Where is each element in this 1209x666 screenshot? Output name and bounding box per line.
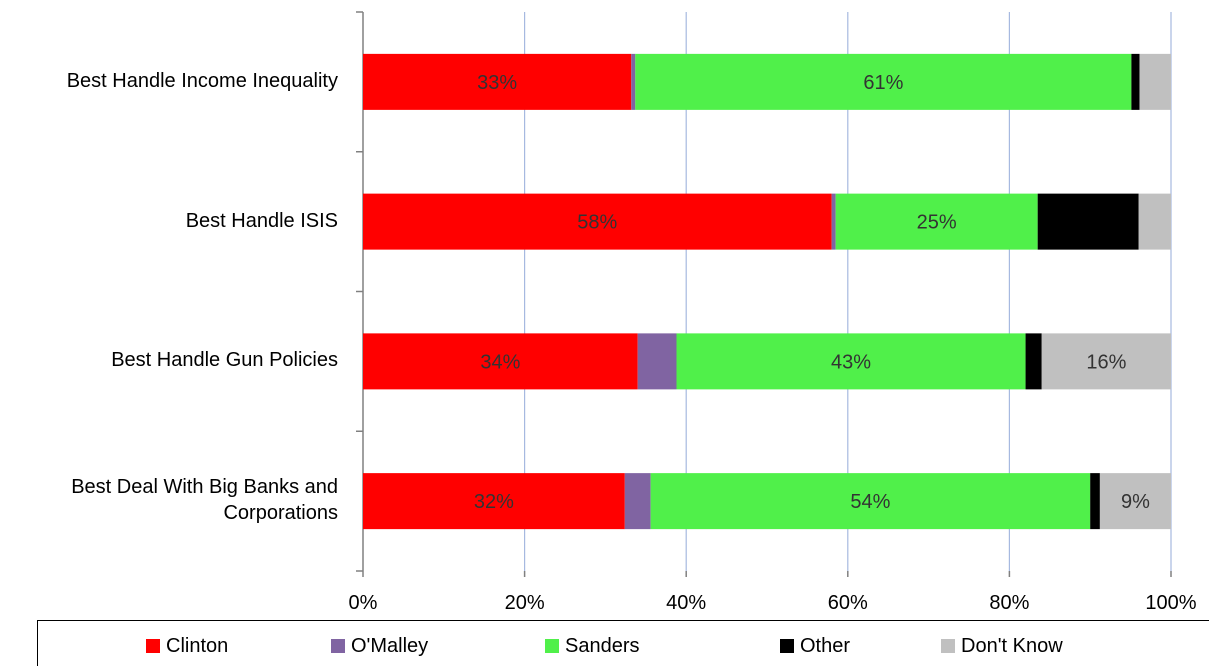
bar-segment xyxy=(637,333,677,390)
data-label: 25% xyxy=(917,212,957,234)
bar-segment xyxy=(1090,473,1100,530)
x-tick-label: 20% xyxy=(504,592,545,614)
x-tick-label: 60% xyxy=(827,592,868,614)
category-label: Best Handle Income Inequality xyxy=(0,68,338,94)
x-tick-label: 80% xyxy=(989,592,1030,614)
category-label: Best Handle ISIS xyxy=(0,208,338,234)
legend-label: Sanders xyxy=(565,634,640,657)
legend-item: Clinton xyxy=(146,635,228,657)
bar-segment xyxy=(1131,53,1140,110)
data-label: 58% xyxy=(577,212,617,234)
legend-swatch xyxy=(331,639,345,653)
legend-item: Other xyxy=(780,635,850,657)
bar-segment xyxy=(1025,333,1042,390)
bar-segment xyxy=(624,473,651,530)
category-label-line: Best Handle Income Inequality xyxy=(66,69,338,92)
bar-segment xyxy=(363,193,832,250)
legend-swatch xyxy=(545,639,559,653)
category-label-line: Best Handle ISIS xyxy=(185,209,338,232)
legend-label: Don't Know xyxy=(961,634,1063,657)
bar-segment xyxy=(363,473,625,530)
legend-item: O'Malley xyxy=(331,635,428,657)
x-tick-label: 100% xyxy=(1145,592,1197,614)
x-tick-label: 0% xyxy=(348,592,378,614)
legend-swatch xyxy=(941,639,955,653)
bar-segment xyxy=(1037,193,1139,250)
bar-segment xyxy=(1041,333,1171,390)
data-label: 16% xyxy=(1086,351,1126,373)
legend-item: Sanders xyxy=(545,635,640,657)
bar-segment xyxy=(631,53,636,110)
bar-segment xyxy=(831,193,836,250)
data-label: 9% xyxy=(1121,491,1150,513)
legend-item: Don't Know xyxy=(941,635,1063,657)
category-label-line: Corporations xyxy=(223,502,338,525)
bar-segment xyxy=(835,193,1038,250)
category-label-line: Best Deal With Big Banks and xyxy=(71,476,338,499)
legend-label: Other xyxy=(800,634,851,657)
bar-segment xyxy=(1099,473,1171,530)
stacked-bar-chart: 33% 61% 58% 25% 34% 43% 16% 32% 54% 9% xyxy=(356,11,1172,577)
data-label: 54% xyxy=(850,491,890,513)
legend-label: Clinton xyxy=(166,634,229,657)
data-label: 34% xyxy=(480,351,520,373)
legend-swatch xyxy=(146,639,160,653)
category-label: Best Handle Gun Policies xyxy=(0,347,338,373)
bar-segment xyxy=(676,333,1026,390)
category-label-line: Best Handle Gun Policies xyxy=(111,349,338,372)
bar-segment xyxy=(363,333,638,390)
data-label: 33% xyxy=(477,72,517,94)
bar-segment xyxy=(650,473,1091,530)
chart-legend: Clinton O'Malley Sanders Other Don't Know xyxy=(37,620,1209,666)
bar-segment xyxy=(1138,193,1171,250)
data-label: 61% xyxy=(863,72,903,94)
legend-swatch xyxy=(780,639,794,653)
bar-segment xyxy=(1139,53,1171,110)
data-label: 32% xyxy=(474,491,514,513)
data-label: 43% xyxy=(831,351,871,373)
legend-label: O'Malley xyxy=(351,634,429,657)
bar-segment xyxy=(635,53,1132,110)
bar-segment xyxy=(363,53,632,110)
category-label: Best Deal With Big Banks and Corporations xyxy=(0,474,338,526)
x-tick-label: 40% xyxy=(666,592,707,614)
